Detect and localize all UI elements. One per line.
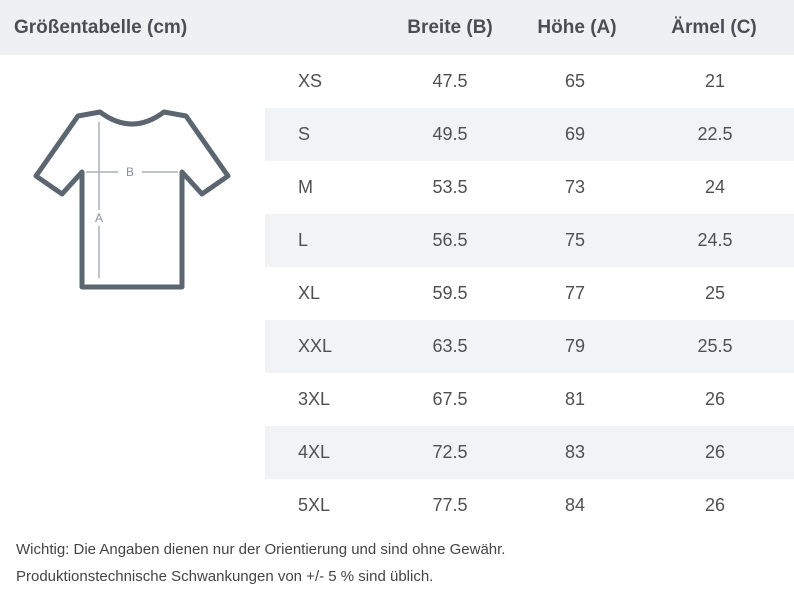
value-cell: 47.5 bbox=[432, 71, 468, 91]
value-cell: 77 bbox=[564, 283, 586, 303]
size-cell: 5XL bbox=[298, 495, 331, 515]
value-cell: 26 bbox=[704, 495, 726, 515]
value-cell: 72.5 bbox=[432, 442, 468, 462]
note-line: Wichtig: Die Angaben dienen nur der Orie… bbox=[16, 541, 506, 558]
width-label: B bbox=[126, 165, 134, 179]
value-cell: 26 bbox=[704, 389, 726, 409]
size-cell: 3XL bbox=[298, 389, 331, 409]
value-cell: 63.5 bbox=[432, 336, 468, 356]
tshirt-outline bbox=[33, 109, 231, 290]
row-shade bbox=[265, 108, 794, 161]
size-cell: 4XL bbox=[298, 442, 331, 462]
header-bar bbox=[0, 0, 794, 55]
column-header: Breite (B) bbox=[407, 17, 493, 38]
value-cell: 67.5 bbox=[432, 389, 468, 409]
value-cell: 22.5 bbox=[697, 124, 733, 144]
value-cell: 73 bbox=[564, 177, 586, 197]
value-cell: 65 bbox=[564, 71, 586, 91]
value-cell: 25 bbox=[704, 283, 726, 303]
value-cell: 83 bbox=[564, 442, 586, 462]
value-cell: 24.5 bbox=[697, 230, 733, 250]
size-cell: XXL bbox=[298, 336, 333, 356]
value-cell: 21 bbox=[704, 71, 726, 91]
size-cell: XS bbox=[298, 71, 323, 91]
column-header: Ärmel (C) bbox=[671, 17, 757, 38]
value-cell: 84 bbox=[564, 495, 586, 515]
value-cell: 81 bbox=[564, 389, 586, 409]
label-bg bbox=[93, 210, 105, 226]
row-shade bbox=[265, 320, 794, 373]
value-cell: 49.5 bbox=[432, 124, 468, 144]
value-cell: 79 bbox=[564, 336, 586, 356]
row-shade bbox=[265, 214, 794, 267]
value-cell: 56.5 bbox=[432, 230, 468, 250]
column-header: Höhe (A) bbox=[537, 17, 617, 38]
title: Größentabelle (cm) bbox=[14, 17, 188, 38]
row-shade bbox=[265, 426, 794, 479]
height-label: A bbox=[95, 211, 103, 225]
value-cell: 77.5 bbox=[432, 495, 468, 515]
value-cell: 69 bbox=[564, 124, 586, 144]
size-cell: L bbox=[298, 230, 309, 250]
size-cell: XL bbox=[298, 283, 321, 303]
value-cell: 25.5 bbox=[697, 336, 733, 356]
value-cell: 59.5 bbox=[432, 283, 468, 303]
value-cell: 26 bbox=[704, 442, 726, 462]
size-cell: M bbox=[298, 177, 313, 197]
value-cell: 75 bbox=[564, 230, 586, 250]
value-cell: 24 bbox=[704, 177, 726, 197]
value-cell: 53.5 bbox=[432, 177, 468, 197]
tshirt-diagram: B A bbox=[33, 109, 231, 290]
note-line: Produktionstechnische Schwankungen von +… bbox=[16, 568, 434, 585]
size-cell: S bbox=[298, 124, 311, 144]
